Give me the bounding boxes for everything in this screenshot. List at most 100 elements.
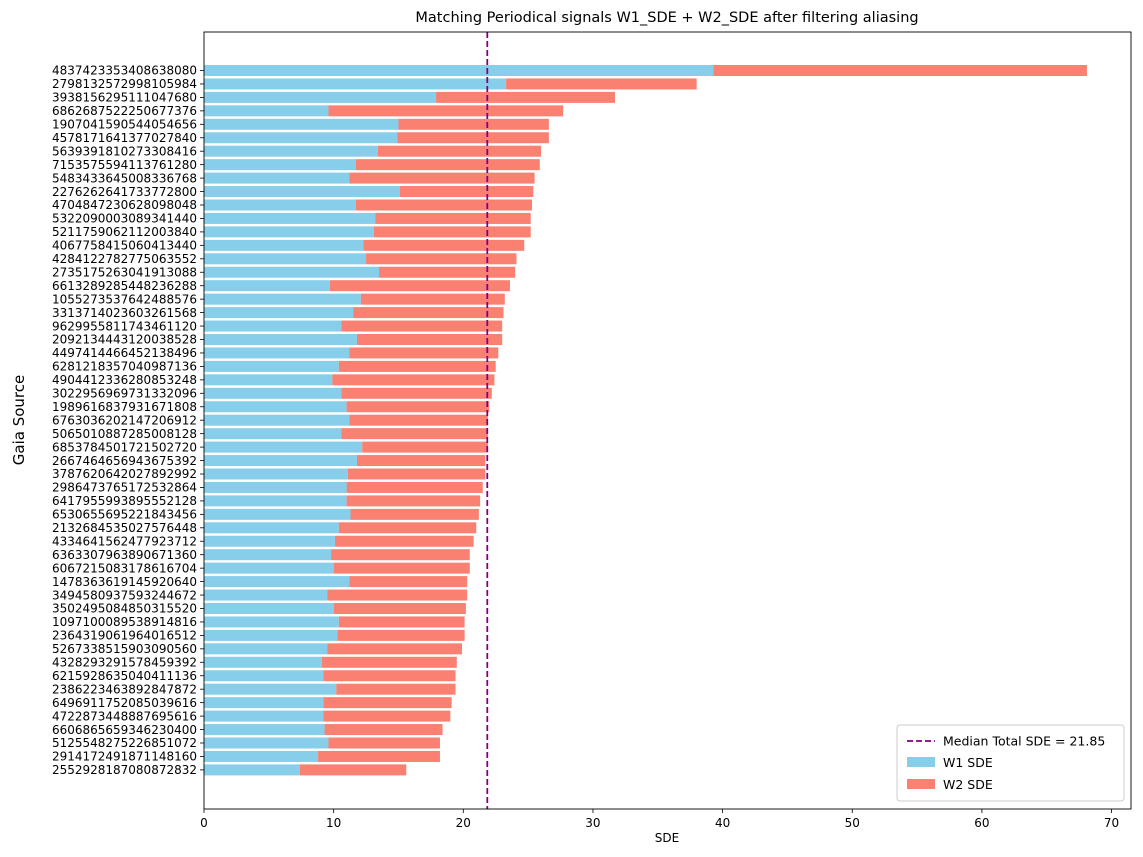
- bar-w2-sde: [323, 670, 456, 682]
- y-tick-label: 1907041590544054656: [52, 118, 197, 132]
- y-tick-label: 6067215083178616704: [52, 561, 197, 575]
- bar-w1-sde: [204, 414, 350, 426]
- bar-w2-sde: [355, 159, 540, 171]
- bar-w1-sde: [204, 616, 339, 628]
- y-tick-label: 6763036202147206912: [52, 413, 197, 427]
- bar-w2-sde: [356, 455, 486, 467]
- bar-w1-sde: [204, 78, 507, 90]
- y-tick-label: 2132684535027576448: [52, 521, 197, 535]
- bar-w1-sde: [204, 360, 339, 372]
- y-tick-label: 6417955993895552128: [52, 494, 197, 508]
- y-tick-label: 2798132572998105984: [52, 77, 197, 91]
- bar-w2-sde: [328, 105, 564, 117]
- y-tick-label: 6606865659346230400: [52, 723, 197, 737]
- bar-w2-sde: [329, 280, 510, 292]
- bar-w2-sde: [336, 683, 456, 695]
- bar-w1-sde: [204, 589, 328, 601]
- bar-w1-sde: [204, 374, 333, 386]
- y-tick-label: 2914172491871148160: [52, 750, 197, 764]
- bar-w2-sde: [338, 522, 477, 534]
- y-tick-label: 6215928635040411136: [52, 669, 197, 683]
- bar-w2-sde: [377, 145, 542, 157]
- y-tick-label: 2364319061964016512: [52, 629, 197, 643]
- y-tick-label: 1989616837931671808: [52, 400, 197, 414]
- bar-w2-sde: [347, 468, 486, 480]
- bar-w2-sde: [399, 186, 534, 198]
- y-tick-label: 3494580937593244672: [52, 588, 197, 602]
- bar-w1-sde: [204, 172, 350, 184]
- bar-w1-sde: [204, 212, 376, 224]
- bar-w1-sde: [204, 334, 357, 345]
- bar-w2-sde: [334, 535, 474, 547]
- y-tick-label: 4284122782775063552: [52, 252, 197, 266]
- x-tick-label: 10: [326, 816, 341, 830]
- bar-w2-sde: [324, 724, 443, 736]
- y-tick-label: 2735175263041913088: [52, 265, 197, 279]
- legend-w2-label: W2 SDE: [943, 777, 993, 792]
- bar-w1-sde: [204, 576, 350, 588]
- bar-w1-sde: [204, 710, 324, 722]
- bar-w2-sde: [323, 710, 451, 722]
- x-tick-label: 60: [974, 816, 989, 830]
- bar-w2-sde: [397, 132, 549, 144]
- y-tick-label: 4578171641377027840: [52, 131, 197, 145]
- y-tick-label: 6363307963890671360: [52, 548, 197, 562]
- y-tick-label: 6613289285448236288: [52, 279, 197, 293]
- bar-w2-sde: [379, 266, 516, 278]
- bar-w1-sde: [204, 670, 324, 682]
- bar-w1-sde: [204, 118, 399, 130]
- bar-w2-sde: [338, 360, 496, 372]
- legend-frame: [896, 724, 1125, 802]
- y-tick-label: 5483433645008336768: [52, 171, 197, 185]
- y-tick-label: 1478363619145920640: [52, 575, 197, 589]
- y-tick-label: 1055273537642488576: [52, 292, 197, 306]
- y-tick-label: 4704847230628098048: [52, 198, 197, 212]
- bar-w1-sde: [204, 535, 335, 547]
- y-tick-label: 4328293291578459392: [52, 656, 197, 670]
- y-tick-label: 2552928187080872832: [52, 763, 197, 777]
- y-tick-label: 6281218357040987136: [52, 360, 197, 374]
- y-tick-label: 2986473765172532864: [52, 481, 197, 495]
- bar-w1-sde: [204, 683, 337, 695]
- legend-median-label: Median Total SDE = 21.85: [943, 734, 1105, 749]
- bar-w1-sde: [204, 401, 347, 413]
- bar-w2-sde: [375, 212, 531, 224]
- bar-w1-sde: [204, 764, 300, 776]
- y-tick-label: 4837423353408638080: [52, 64, 197, 78]
- bar-w2-sde: [398, 118, 549, 130]
- bar-w1-sde: [204, 132, 398, 144]
- bar-w2-sde: [299, 764, 407, 776]
- y-tick-label: 6853784501721502720: [52, 440, 197, 454]
- y-tick-label: 6530655695221843456: [52, 508, 197, 522]
- bar-w1-sde: [204, 320, 342, 332]
- bar-w2-sde: [341, 387, 492, 399]
- bar-w1-sde: [204, 656, 322, 668]
- legend-w2-swatch: [907, 779, 935, 789]
- axes-layer: 4837423353408638080279813257299810598439…: [52, 31, 1132, 830]
- y-tick-label: 9629955811743461120: [52, 319, 197, 333]
- bar-w2-sde: [341, 320, 503, 332]
- y-tick-label: 3313714023603261568: [52, 306, 197, 320]
- y-tick-label: 3022956969731332096: [52, 387, 197, 401]
- bar-w2-sde: [332, 374, 495, 386]
- y-tick-label: 5322090003089341440: [52, 212, 197, 226]
- y-tick-label: 2276262641733772800: [52, 185, 197, 199]
- bar-w1-sde: [204, 105, 329, 117]
- chart-title: Matching Periodical signals W1_SDE + W2_…: [415, 10, 918, 26]
- y-tick-label: 6496911752085039616: [52, 696, 197, 710]
- bar-w1-sde: [204, 387, 342, 399]
- y-tick-label: 6862687522250677376: [52, 104, 197, 118]
- y-tick-label: 4722873448887695616: [52, 709, 197, 723]
- bar-w1-sde: [204, 307, 354, 319]
- y-tick-label: 1097100089538914816: [52, 615, 197, 629]
- bar-w2-sde: [338, 616, 465, 628]
- bar-w2-sde: [363, 239, 525, 251]
- bar-w2-sde: [333, 603, 466, 614]
- bar-w2-sde: [346, 481, 483, 493]
- y-tick-label: 5211759062112003840: [52, 225, 197, 239]
- y-tick-label: 7153575594113761280: [52, 158, 197, 172]
- x-tick-label: 70: [1104, 816, 1119, 830]
- legend: Median Total SDE = 21.85 W1 SDE W2 SDE: [896, 724, 1125, 802]
- bar-w1-sde: [204, 455, 357, 467]
